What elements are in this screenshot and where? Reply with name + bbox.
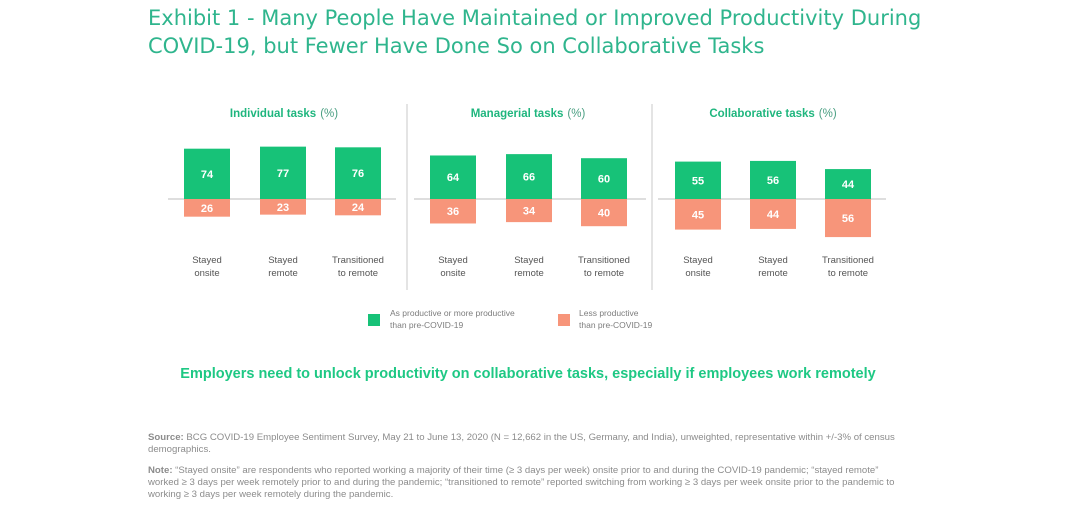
- bar-positive: [335, 147, 381, 199]
- note-body: “Stayed onsite” are respondents who repo…: [148, 465, 895, 500]
- bar-negative: [825, 199, 871, 238]
- legend-positive-label: As productive or more productive than pr…: [390, 307, 515, 331]
- category-label: Transitioned to remote: [332, 255, 384, 279]
- bar-negative: [184, 199, 230, 217]
- data-label-positive: 77: [277, 168, 289, 180]
- legend-positive-line-2: than pre-COVID-19: [390, 320, 464, 330]
- data-label-positive: 44: [842, 179, 855, 191]
- managerial-tasks-panel: Managerial tasks (%) 64 36 Stayed onsite 66 34 S…: [414, 108, 646, 279]
- data-label-negative: 44: [767, 209, 780, 221]
- bar-positive: [825, 169, 871, 199]
- data-label-negative: 24: [352, 202, 365, 214]
- data-label-positive: 74: [201, 169, 214, 181]
- legend-positive-swatch: [368, 314, 380, 326]
- category-label: Stayed remote: [758, 255, 788, 279]
- managerial-tasks-panel-title: Managerial tasks (%): [471, 108, 586, 120]
- note-label: Note:: [148, 465, 173, 476]
- bar-positive: [506, 154, 552, 199]
- data-label-positive: 55: [692, 175, 704, 187]
- bar-negative: [430, 199, 476, 224]
- bar-positive: [675, 161, 721, 199]
- category-label: Stayed onsite: [438, 255, 468, 279]
- takeaway-text: Employers need to unlock productivity on…: [180, 366, 876, 382]
- bar-negative: [335, 199, 381, 216]
- data-label-positive: 66: [523, 172, 535, 184]
- legend-negative-label: Less productive than pre-COVID-19: [579, 307, 652, 331]
- category-label: Stayed remote: [514, 255, 544, 279]
- data-label-positive: 64: [447, 172, 460, 184]
- bar-negative: [675, 199, 721, 230]
- bar-negative: [750, 199, 796, 229]
- data-label-negative: 36: [447, 206, 459, 218]
- source-label: Source:: [148, 432, 184, 443]
- legend-positive-line-1: As productive or more productive: [390, 308, 515, 318]
- exhibit-title: Exhibit 1 - Many People Have Maintained …: [148, 4, 1048, 60]
- charts-area: Individual tasks (%) 74 26 Stayed onsite 77 23 S…: [168, 104, 886, 290]
- category-label: Transitioned to remote: [822, 255, 874, 279]
- category-label: Stayed onsite: [683, 255, 713, 279]
- bar-negative: [260, 199, 306, 215]
- individual-tasks-panel: Individual tasks (%) 74 26 Stayed onsite 77 23 S…: [168, 108, 396, 279]
- bar-negative: [506, 199, 552, 223]
- data-label-negative: 26: [201, 203, 213, 215]
- category-label: Stayed remote: [268, 255, 298, 279]
- source-text: BCG COVID-19 Employee Sentiment Survey, …: [148, 432, 895, 455]
- exhibit-title-line-1: Exhibit 1 - Many People Have Maintained …: [148, 6, 922, 30]
- bar-positive: [750, 160, 796, 199]
- source-note: Source: BCG COVID-19 Employee Sentiment …: [148, 432, 908, 456]
- collaborative-tasks-panel-title: Collaborative tasks (%): [709, 108, 837, 120]
- bar-positive: [260, 146, 306, 199]
- data-label-positive: 76: [352, 168, 364, 180]
- exhibit-title-line-2: COVID-19, but Fewer Have Done So on Coll…: [148, 34, 765, 58]
- individual-tasks-panel-title: Individual tasks (%): [230, 108, 338, 120]
- data-label-negative: 23: [277, 202, 289, 214]
- category-label: Stayed onsite: [192, 255, 222, 279]
- data-label-negative: 56: [842, 213, 854, 225]
- legend-negative-swatch: [558, 314, 570, 326]
- bar-negative: [581, 199, 627, 227]
- category-label: Transitioned to remote: [578, 255, 630, 279]
- legend-negative-line-2: than pre-COVID-19: [579, 320, 653, 330]
- collaborative-tasks-panel: Collaborative tasks (%) 55 45 Stayed onsite 56…: [658, 108, 886, 279]
- bar-positive: [430, 155, 476, 199]
- note-text: Note: “Stayed onsite” are respondents wh…: [148, 465, 908, 501]
- data-label-negative: 34: [523, 206, 536, 218]
- data-label-negative: 40: [598, 208, 610, 220]
- bar-positive: [184, 148, 230, 199]
- legend-negative-line-1: Less productive: [579, 308, 639, 318]
- bar-positive: [581, 158, 627, 199]
- data-label-positive: 60: [598, 174, 610, 186]
- data-label-positive: 56: [767, 175, 779, 187]
- data-label-negative: 45: [692, 209, 704, 221]
